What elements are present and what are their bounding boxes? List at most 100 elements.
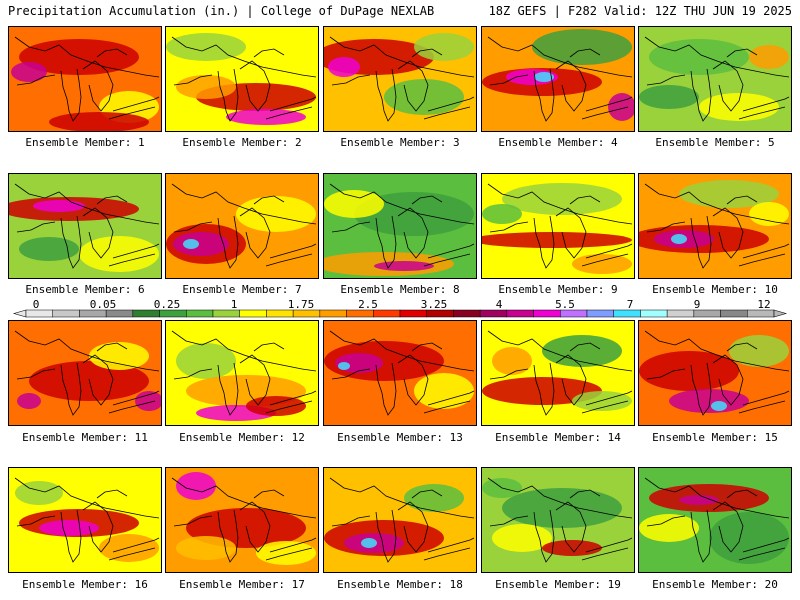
scale-tick-label: 1.75 — [287, 298, 315, 311]
scale-max-arrow — [773, 309, 788, 318]
precipitation-area — [532, 29, 632, 65]
coastline — [96, 342, 128, 352]
precipitation-field — [166, 27, 318, 131]
coastline — [726, 48, 758, 58]
precipitation-area — [226, 109, 306, 125]
precipitation-area — [176, 343, 236, 379]
coastline — [217, 509, 239, 563]
precipitation-field — [482, 468, 634, 572]
coastline — [375, 215, 397, 269]
coastline — [96, 195, 128, 205]
precipitation-area — [338, 362, 350, 370]
coastline — [411, 195, 443, 205]
coastline — [555, 60, 587, 112]
precipitation-area — [328, 57, 360, 77]
precipitation-area — [17, 393, 41, 409]
coastline — [14, 183, 160, 225]
precipitation-area — [414, 33, 474, 61]
coastline — [331, 368, 371, 380]
coastline — [489, 221, 529, 233]
ensemble-member-caption: Ensemble Member: 1 — [25, 136, 145, 149]
precipitation-field — [9, 468, 161, 572]
coastline — [726, 489, 758, 499]
coastline — [397, 60, 429, 112]
coastline — [726, 342, 758, 352]
coastline — [171, 477, 317, 519]
coastline — [411, 489, 443, 499]
ensemble-member-map — [165, 467, 319, 573]
ensemble-member-map — [323, 320, 477, 426]
ensemble-member-caption: Ensemble Member: 6 — [25, 283, 145, 296]
precipitation-area — [49, 112, 149, 131]
coastline — [331, 74, 371, 86]
scale-tick-label: 12 — [757, 298, 771, 311]
coastline — [253, 342, 285, 352]
precipitation-area — [29, 361, 149, 401]
model-run-info: 18Z GEFS | F282 Valid: 12Z THU JUN 19 20… — [488, 4, 792, 18]
precipitation-field — [166, 468, 318, 572]
coastline — [82, 207, 114, 259]
scale-swatch — [560, 309, 588, 318]
coastline — [265, 547, 313, 561]
precipitation-area — [19, 237, 79, 261]
coastline — [712, 60, 744, 112]
precipitation-area — [176, 536, 236, 560]
precipitation-area — [176, 75, 236, 99]
color-scale-bar — [12, 309, 788, 318]
ensemble-member-caption: Ensemble Member: 2 — [182, 136, 302, 149]
scale-tick-label: 0.25 — [153, 298, 181, 311]
scale-swatch — [666, 309, 695, 318]
coastline — [239, 207, 271, 259]
precipitation-field — [324, 321, 476, 425]
coastline — [423, 106, 471, 120]
precipitation-area — [99, 534, 159, 562]
coastline — [489, 515, 529, 527]
precipitation-field — [639, 321, 791, 425]
ensemble-member-map — [638, 173, 792, 279]
coastline — [96, 48, 128, 58]
scale-swatch — [186, 309, 214, 318]
ensemble-member-caption: Ensemble Member: 19 — [495, 578, 621, 591]
precipitation-field — [639, 27, 791, 131]
coastline — [738, 400, 786, 414]
scale-swatch — [319, 309, 347, 318]
coastline — [581, 106, 629, 120]
precipitation-area — [482, 377, 602, 405]
scale-swatch — [373, 309, 401, 318]
precipitation-area — [502, 488, 622, 528]
coastline — [644, 477, 790, 519]
ensemble-member-caption: Ensemble Member: 7 — [182, 283, 302, 296]
scale-swatch — [132, 309, 160, 318]
coastline — [269, 243, 317, 259]
precipitation-area — [649, 39, 749, 75]
coastline — [555, 354, 587, 406]
coastline — [253, 489, 285, 499]
scale-swatch — [747, 309, 775, 318]
scale-min-arrow — [12, 309, 27, 318]
scale-swatch — [693, 309, 721, 318]
precipitation-area — [173, 232, 229, 256]
coastline — [173, 74, 213, 86]
coastline — [14, 477, 160, 519]
coastline — [423, 547, 471, 561]
coastline — [581, 253, 629, 267]
coastline — [269, 390, 317, 406]
coastline — [253, 195, 285, 205]
ensemble-member-map — [638, 26, 792, 132]
precipitation-area — [699, 93, 779, 121]
coastline — [331, 515, 371, 527]
scale-swatch — [506, 309, 534, 318]
precipitation-area — [492, 347, 532, 375]
precipitation-area — [354, 192, 474, 236]
coastline — [423, 253, 471, 267]
precipitation-area — [482, 232, 632, 248]
coastline — [742, 390, 790, 406]
precipitation-area — [542, 540, 602, 556]
ensemble-member-caption: Ensemble Member: 18 — [337, 578, 463, 591]
coastline — [644, 183, 790, 225]
ensemble-member-map — [8, 173, 162, 279]
ensemble-member-caption: Ensemble Member: 13 — [337, 431, 463, 444]
ensemble-member-caption: Ensemble Member: 16 — [22, 578, 148, 591]
scale-swatch — [346, 309, 374, 318]
precipitation-area — [729, 335, 789, 367]
